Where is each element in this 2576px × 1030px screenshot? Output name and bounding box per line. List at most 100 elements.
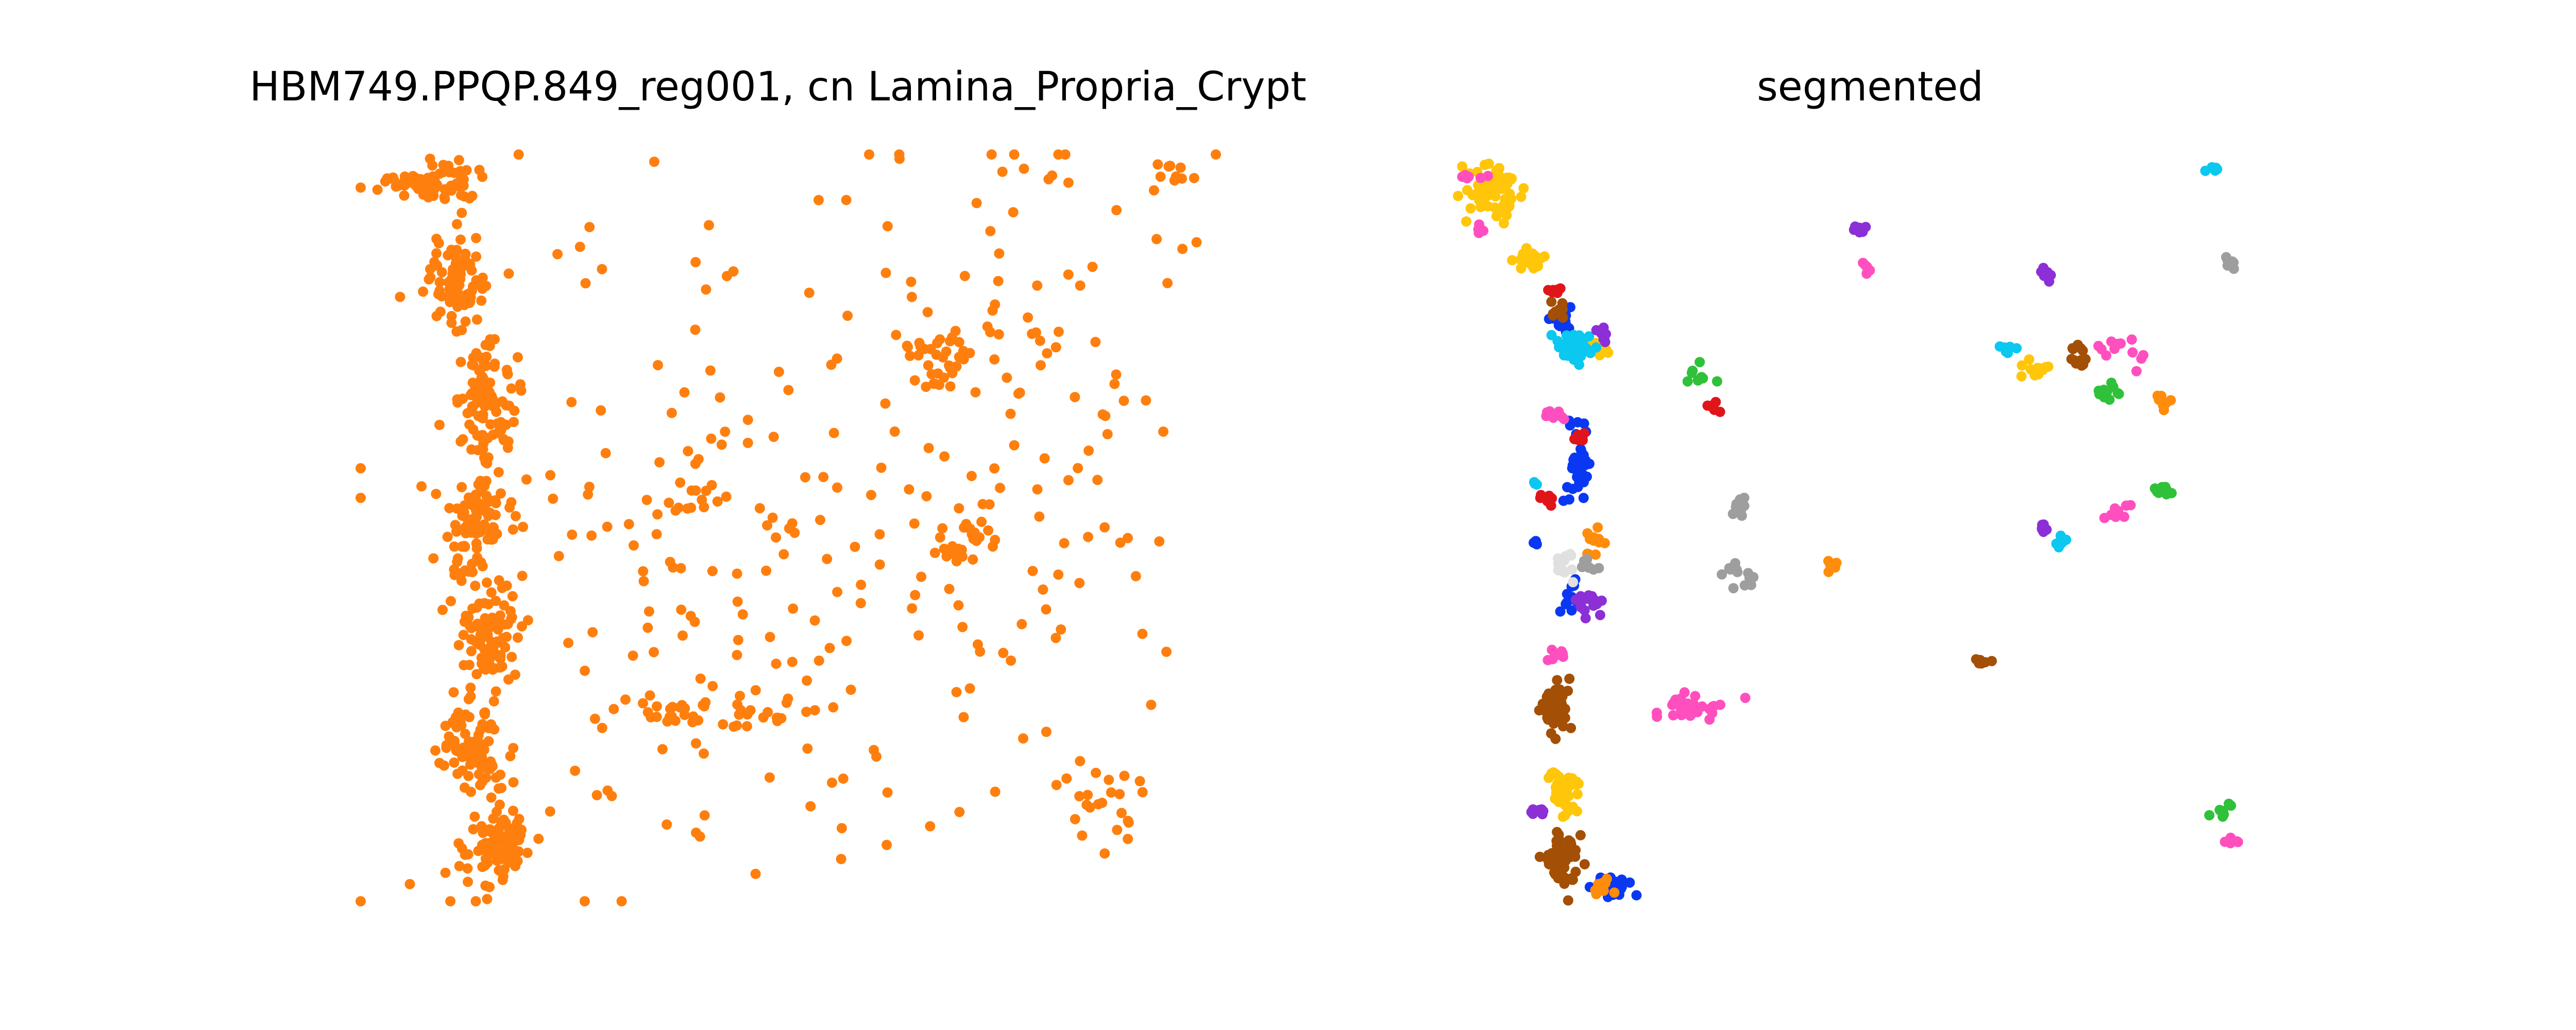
data-point xyxy=(597,723,607,733)
data-point xyxy=(484,882,495,892)
data-point xyxy=(466,634,477,645)
data-point xyxy=(1544,490,1554,501)
data-point xyxy=(758,712,769,723)
data-point xyxy=(1074,578,1085,589)
data-point xyxy=(458,629,469,640)
data-point xyxy=(1075,280,1086,291)
data-point xyxy=(645,690,655,701)
data-point xyxy=(675,563,686,574)
data-point xyxy=(906,291,917,302)
data-point xyxy=(728,266,739,277)
data-point xyxy=(451,326,462,337)
data-point xyxy=(2098,384,2109,395)
data-point xyxy=(909,375,920,386)
scatter-plot-right xyxy=(1453,159,2243,906)
data-point xyxy=(945,381,956,392)
data-point xyxy=(789,527,800,538)
data-point xyxy=(1534,851,1545,862)
data-point xyxy=(479,374,489,385)
data-point xyxy=(836,854,846,864)
data-point xyxy=(1032,484,1043,495)
data-point xyxy=(1516,263,1527,274)
data-point xyxy=(510,861,521,871)
data-point xyxy=(1528,805,1539,816)
data-point xyxy=(1161,646,1172,657)
data-point xyxy=(1553,406,1564,417)
data-point xyxy=(485,507,496,518)
data-point xyxy=(446,317,457,328)
data-point xyxy=(856,579,867,590)
data-point xyxy=(1850,221,1860,232)
data-point xyxy=(486,792,497,803)
data-point xyxy=(1987,656,1997,666)
data-point xyxy=(1565,780,1575,791)
data-point xyxy=(404,879,415,889)
data-point xyxy=(508,743,519,753)
data-point xyxy=(431,248,442,259)
data-point xyxy=(1035,360,1046,371)
data-point xyxy=(664,497,674,508)
data-point xyxy=(931,349,942,360)
data-point xyxy=(1670,694,1681,705)
data-point xyxy=(446,180,456,191)
data-point xyxy=(2025,364,2036,375)
data-point xyxy=(509,405,520,416)
data-point xyxy=(1531,539,1542,550)
data-point xyxy=(804,287,815,298)
data-point xyxy=(430,745,440,756)
data-point xyxy=(1566,723,1577,733)
data-point xyxy=(932,338,943,349)
data-point xyxy=(2066,354,2077,365)
data-point xyxy=(1727,508,1738,519)
data-point xyxy=(1148,185,1159,196)
data-point xyxy=(584,482,595,492)
data-point xyxy=(506,651,517,662)
data-point xyxy=(866,490,876,501)
data-point xyxy=(941,346,952,357)
data-point xyxy=(1053,569,1064,580)
data-point xyxy=(478,413,488,424)
data-point xyxy=(495,610,505,621)
data-point xyxy=(2057,537,2068,547)
data-point xyxy=(453,154,464,165)
data-point xyxy=(442,531,453,542)
data-point xyxy=(728,722,739,732)
data-point xyxy=(466,646,477,657)
data-point xyxy=(1070,814,1080,825)
data-point xyxy=(454,861,465,871)
data-point xyxy=(1577,347,1587,358)
data-point xyxy=(842,311,853,321)
data-point xyxy=(690,257,701,267)
data-point xyxy=(1077,830,1088,841)
data-point xyxy=(712,496,723,507)
data-point xyxy=(1115,537,1126,548)
data-point xyxy=(435,289,446,300)
data-point xyxy=(1483,159,1494,169)
data-point xyxy=(668,562,679,573)
data-point xyxy=(657,744,668,754)
data-point xyxy=(2113,388,2124,399)
data-point xyxy=(472,499,483,509)
data-point xyxy=(1130,571,1141,581)
data-point xyxy=(1002,372,1012,383)
data-point xyxy=(355,896,366,906)
data-point xyxy=(741,721,752,732)
data-point xyxy=(596,405,606,416)
data-point xyxy=(455,436,466,447)
data-point xyxy=(902,340,912,351)
data-point xyxy=(653,360,663,370)
data-point xyxy=(1154,536,1165,547)
data-point xyxy=(1609,887,1620,898)
data-point xyxy=(515,830,526,840)
data-point xyxy=(483,847,493,858)
data-point xyxy=(496,488,506,499)
data-point xyxy=(428,553,439,564)
data-point xyxy=(431,489,442,500)
data-point xyxy=(476,352,486,363)
data-point xyxy=(764,772,775,783)
data-point xyxy=(1547,287,1558,298)
data-point xyxy=(959,270,970,281)
data-point xyxy=(481,360,492,371)
data-point xyxy=(1711,376,1722,387)
data-point xyxy=(471,314,482,325)
